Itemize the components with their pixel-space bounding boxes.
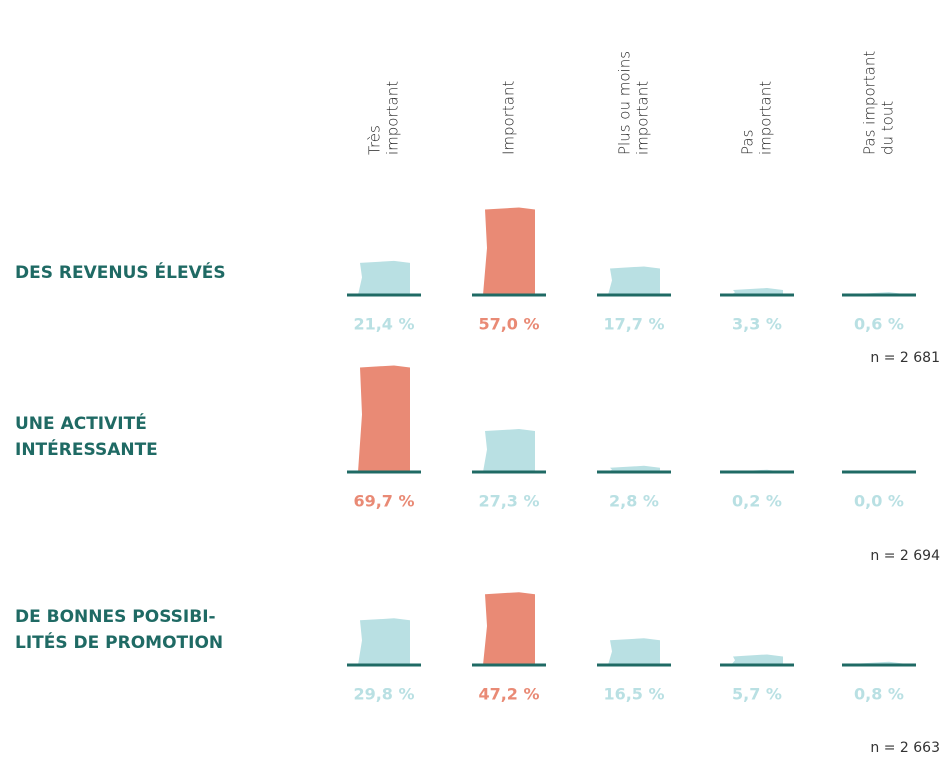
- column-header: important: [384, 81, 402, 155]
- bar: [608, 465, 660, 472]
- bar: [483, 207, 535, 295]
- column-header: du tout: [879, 101, 897, 155]
- bar: [731, 654, 783, 665]
- row-label: LITÉS DE PROMOTION: [15, 631, 223, 653]
- value-label: 69,7 %: [353, 492, 414, 511]
- bar: [608, 638, 660, 665]
- column-header: Plus ou moins: [616, 51, 634, 155]
- bar: [608, 266, 660, 295]
- column-header: important: [757, 81, 775, 155]
- value-label: 0,8 %: [854, 685, 904, 704]
- bar: [358, 260, 410, 295]
- row-label: DE BONNES POSSIBI-: [15, 607, 216, 627]
- value-label: 3,3 %: [732, 315, 782, 334]
- value-label: 5,7 %: [732, 685, 782, 704]
- row-label: INTÉRESSANTE: [15, 438, 158, 460]
- value-label: 47,2 %: [478, 685, 539, 704]
- column-header: important: [634, 81, 652, 155]
- value-label: 16,5 %: [603, 685, 664, 704]
- bar: [358, 618, 410, 665]
- column-header: Important: [500, 81, 518, 155]
- value-label: 2,8 %: [609, 492, 659, 511]
- value-label: 0,0 %: [854, 492, 904, 511]
- sample-size: n = 2 681: [870, 350, 940, 366]
- value-label: 0,2 %: [732, 492, 782, 511]
- column-header: Pas important: [861, 51, 879, 155]
- value-label: 27,3 %: [478, 492, 539, 511]
- value-label: 17,7 %: [603, 315, 664, 334]
- value-label: 29,8 %: [353, 685, 414, 704]
- bar: [483, 592, 535, 665]
- row-label: DES REVENUS ÉLEVÉS: [15, 261, 226, 283]
- value-label: 21,4 %: [353, 315, 414, 334]
- value-label: 57,0 %: [478, 315, 539, 334]
- bar: [358, 365, 410, 472]
- row-label: UNE ACTIVITÉ: [15, 412, 147, 434]
- sample-size: n = 2 663: [870, 740, 940, 756]
- column-header: Très: [366, 125, 384, 155]
- value-label: 0,6 %: [854, 315, 904, 334]
- bar: [731, 288, 783, 295]
- column-header: Pas: [739, 130, 757, 155]
- bar: [483, 429, 535, 472]
- sample-size: n = 2 694: [870, 548, 940, 564]
